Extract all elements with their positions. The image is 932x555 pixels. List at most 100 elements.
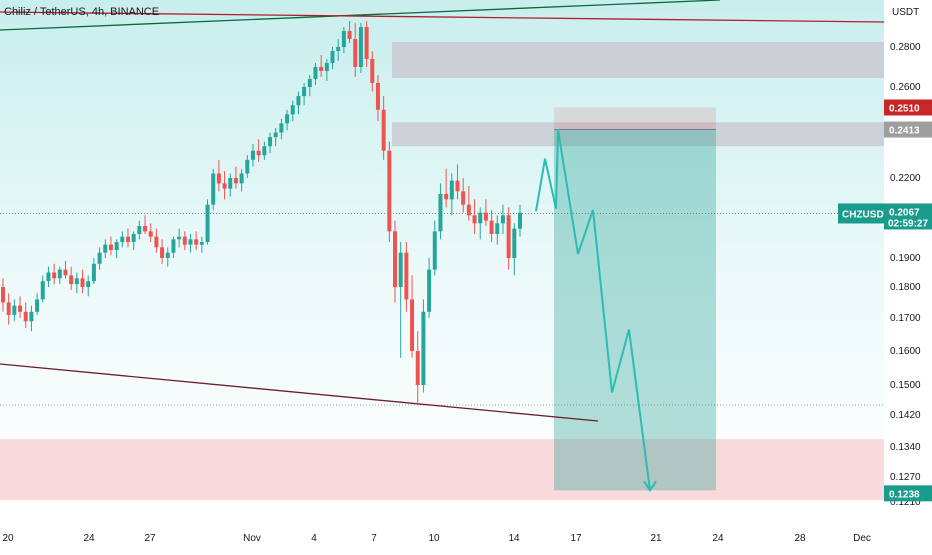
time-tick-label: 24: [83, 533, 95, 544]
projection-target-zone: [554, 129, 716, 491]
candle-body: [427, 269, 432, 312]
candle-body: [279, 123, 284, 133]
price-tick-label: 0.1420: [890, 410, 921, 421]
countdown-text: 02:59:27: [888, 218, 928, 229]
candle-body: [410, 299, 415, 351]
candle-body: [296, 96, 301, 106]
candle-body: [131, 234, 136, 242]
candle-body: [404, 252, 409, 300]
candle-body: [12, 305, 17, 315]
projection-layer: [535, 129, 657, 493]
candle-body: [108, 244, 113, 250]
candle-body: [330, 51, 335, 63]
candle-body: [160, 247, 165, 258]
candle-body: [415, 351, 420, 385]
candle-body: [512, 228, 517, 258]
candle-body: [483, 212, 488, 221]
candle-body: [199, 242, 204, 245]
price-tick-label: 0.2600: [890, 82, 921, 93]
time-tick-label: 7: [371, 533, 377, 544]
candle-body: [69, 275, 74, 285]
price-axis-background: [884, 0, 932, 550]
plot-background: [0, 0, 884, 520]
chart-title: Chiliz / TetherUS, 4h, BINANCE: [4, 6, 160, 18]
projection-stop-zone: [554, 107, 716, 130]
candle-body: [137, 226, 142, 234]
candle-body: [307, 79, 312, 87]
candle-body: [262, 146, 267, 156]
price-tick-label: 0.1900: [890, 253, 921, 264]
time-tick-label: 17: [570, 533, 582, 544]
candle-body: [103, 244, 108, 253]
candle-body: [256, 150, 261, 156]
candle-body: [222, 183, 227, 189]
price-tag-entry-box: [884, 121, 932, 138]
candle-body: [205, 204, 210, 242]
price-tag-target-box: [884, 485, 932, 502]
price-tick-label: 0.1340: [890, 442, 921, 453]
candle-body: [57, 269, 62, 279]
candle-body: [358, 27, 363, 67]
candle-body: [478, 212, 483, 224]
price-tick-label: 0.2200: [890, 173, 921, 184]
candle-body: [114, 242, 119, 250]
candle-body: [228, 178, 233, 189]
time-tick-label: 21: [650, 533, 662, 544]
projection-arrowhead: [643, 480, 657, 493]
time-tick-label: Nov: [243, 533, 261, 544]
candle-body: [6, 302, 11, 315]
candle-body: [97, 252, 102, 264]
candle-body: [91, 263, 96, 282]
upper-trendline-red: [0, 11, 885, 23]
candle-body: [250, 150, 255, 160]
candle-body: [80, 278, 85, 287]
candle-body: [211, 173, 216, 205]
time-axis-background: [0, 520, 884, 550]
candle-body: [188, 239, 193, 245]
candle-body: [370, 59, 375, 83]
candle-body: [120, 236, 125, 242]
candle-body: [500, 215, 505, 224]
price-tag-stop-text: 0.2510: [889, 103, 920, 114]
candle-body: [171, 239, 176, 253]
price-tick-label: 0.1600: [890, 346, 921, 357]
axis-currency-label: USDT: [892, 7, 919, 18]
candle-body: [353, 39, 358, 67]
trendlines-layer: [0, 0, 885, 422]
time-tick-label: 10: [428, 533, 440, 544]
candle-body: [245, 159, 250, 174]
candle-body: [1, 287, 5, 303]
candle-body: [466, 204, 471, 216]
candle-body: [393, 231, 398, 287]
current-price-text: 0.2067: [889, 207, 920, 218]
time-tick-label: 20: [2, 533, 14, 544]
candle-body: [336, 47, 341, 51]
candle-body: [177, 236, 182, 240]
projection-path: [535, 129, 651, 491]
candle-body: [347, 31, 352, 39]
candle-body: [29, 311, 34, 322]
candle-body: [216, 173, 221, 184]
price-tick-label: 0.1800: [890, 282, 921, 293]
candle-body: [461, 191, 466, 205]
resistance-zone-lower: [392, 122, 884, 147]
resistance-zone-upper: [392, 42, 884, 78]
time-tick-label: 24: [712, 533, 724, 544]
candle-body: [154, 236, 159, 248]
candle-body: [324, 63, 329, 71]
candle-body: [239, 173, 244, 184]
candle-body: [35, 299, 40, 312]
candle-body: [268, 137, 273, 147]
candle-body: [432, 231, 437, 270]
candle-body: [364, 27, 369, 59]
upper-trendline-green: [0, 0, 721, 31]
candle-body: [319, 67, 324, 71]
candle-body: [472, 215, 477, 224]
lower-trendline: [0, 363, 599, 422]
time-tick-label: 28: [794, 533, 806, 544]
candle-body: [444, 194, 449, 200]
time-tick-label: 4: [311, 533, 317, 544]
candle-body: [387, 150, 392, 232]
time-tick-label: 14: [508, 533, 520, 544]
price-tick-label: 0.1500: [890, 380, 921, 391]
